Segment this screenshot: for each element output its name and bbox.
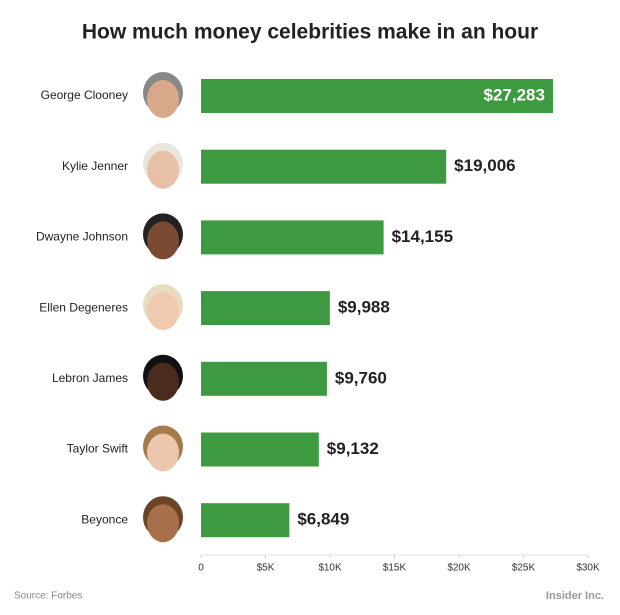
value-label: $19,006 [454, 156, 515, 175]
bar [201, 79, 553, 113]
value-label: $6,849 [297, 510, 349, 529]
category-label: Kylie Jenner [62, 159, 128, 173]
x-tick-label: $20K [447, 563, 471, 574]
x-tick-label: $5K [257, 563, 275, 574]
chart-title: How much money celebrities make in an ho… [82, 21, 538, 44]
bar [201, 220, 384, 255]
face [147, 433, 179, 472]
face [147, 504, 179, 543]
x-tick-label: $25K [512, 563, 536, 574]
face [147, 292, 179, 331]
bar [201, 149, 447, 184]
category-label: Beyonce [81, 512, 128, 526]
source: Source: Forbes [14, 591, 82, 602]
category-label: Lebron James [52, 371, 128, 385]
bar [201, 291, 330, 326]
x-tick-label: $15K [383, 563, 407, 574]
category-label: George Clooney [41, 88, 128, 102]
bar [201, 503, 290, 538]
face [147, 80, 179, 118]
category-label: Taylor Swift [67, 442, 129, 456]
category-label: Dwayne Johnson [36, 230, 128, 244]
bar [201, 432, 319, 467]
value-label: $9,988 [338, 298, 390, 317]
value-label: $27,283 [483, 85, 544, 104]
x-tick-label: 0 [198, 563, 204, 574]
value-label: $14,155 [392, 227, 453, 246]
face [147, 221, 179, 260]
brand: Insider Inc. [546, 590, 604, 602]
x-tick-label: $30K [576, 563, 600, 574]
bar [201, 361, 327, 396]
x-tick-label: $10K [318, 563, 342, 574]
value-label: $9,132 [327, 439, 379, 458]
face [147, 150, 179, 189]
value-label: $9,760 [335, 368, 387, 387]
face [147, 362, 179, 401]
category-label: Ellen Degeneres [39, 300, 128, 314]
